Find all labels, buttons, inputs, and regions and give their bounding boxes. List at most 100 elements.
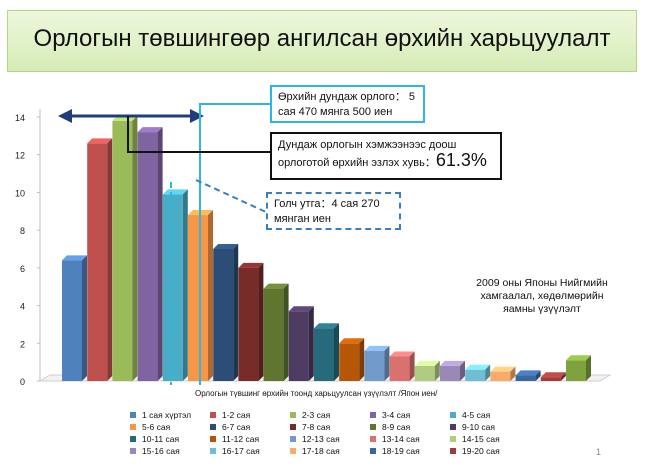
- bar-top: [213, 244, 239, 249]
- legend-swatch: [290, 411, 296, 418]
- legend-item: 8-9 сая: [370, 421, 450, 432]
- bar-top: [440, 360, 465, 366]
- page-number: 1: [596, 447, 602, 457]
- average-income-callout: Өрхийн дундаж орлого： 5 сая 470 мянга 50…: [270, 85, 425, 123]
- page-title: Орлогын төвшингөөр ангилсан өрхийн харьц…: [33, 25, 611, 52]
- legend-item: 13-14 сая: [370, 433, 450, 444]
- y-tick-label: 6: [20, 264, 25, 274]
- bar-top: [566, 355, 591, 361]
- legend-label: 6-7 сая: [222, 421, 251, 432]
- legend-swatch: [290, 447, 296, 454]
- legend-swatch: [450, 435, 456, 442]
- title-banner: Орлогын төвшингөөр ангилсан өрхийн харьц…: [7, 10, 637, 72]
- bar: [389, 351, 415, 381]
- bar: [465, 364, 491, 381]
- bar-front: [515, 375, 536, 381]
- legend-item: 18-19 сая: [370, 445, 450, 456]
- bar-front: [339, 343, 360, 381]
- legend-label: 8-9 сая: [382, 421, 411, 432]
- legend-item: 4-5 сая: [450, 409, 530, 420]
- legend-swatch: [210, 411, 216, 418]
- bar-side: [308, 306, 314, 381]
- bar-top: [414, 360, 440, 366]
- legend-label: 5-6 сая: [142, 421, 171, 432]
- legend-swatch: [130, 447, 136, 454]
- bar-side: [460, 360, 465, 381]
- bar-side: [359, 338, 365, 381]
- bar-side: [208, 210, 213, 381]
- bar-side: [384, 345, 390, 381]
- bar-top: [288, 306, 314, 312]
- bar-top: [364, 345, 390, 351]
- legend-swatch: [210, 435, 216, 442]
- legend-label: 13-14 сая: [382, 433, 420, 444]
- chart-bars: [62, 115, 591, 382]
- bar-front: [314, 328, 334, 381]
- bar-side: [157, 127, 163, 381]
- bar: [566, 355, 591, 381]
- legend-label: 10-11 сая: [142, 433, 180, 444]
- bar-side: [132, 115, 138, 382]
- chart-legend: 1 сая хүртэл 1-2 сая 2-3 сая 3-4 сая 4-5 сая…: [130, 409, 550, 456]
- arrow-head-left: [58, 109, 72, 123]
- median-connector: [195, 179, 267, 213]
- bar: [364, 345, 390, 381]
- legend-item: 1 сая хүртэл: [130, 409, 210, 420]
- median-text: Голч утга：4 сая 270 мянган иен: [274, 198, 380, 225]
- legend-swatch: [210, 423, 216, 430]
- arrow-head-right: [190, 109, 204, 123]
- bar: [440, 360, 465, 381]
- x-axis-label: Орлогын түвшинг өрхийн тоонд харьцуулсан…: [195, 389, 438, 398]
- legend-item: 12-13 сая: [290, 433, 370, 444]
- legend-label: 3-4 сая: [382, 409, 411, 420]
- y-tick-label: 2: [20, 339, 25, 349]
- bar-front: [112, 120, 133, 382]
- bar-side: [434, 360, 440, 381]
- bar-front: [213, 249, 234, 381]
- bar-front: [364, 350, 385, 381]
- bar: [62, 255, 87, 381]
- legend-swatch: [450, 447, 456, 454]
- legend-swatch: [370, 447, 376, 454]
- bar-side: [334, 323, 339, 381]
- legend-item: 2-3 сая: [290, 409, 370, 420]
- bar-front: [566, 360, 586, 381]
- bar-side: [82, 255, 87, 381]
- bar-front: [137, 132, 158, 381]
- bar-top: [339, 338, 365, 344]
- bar-front: [465, 369, 486, 381]
- legend-label: 14-15 сая: [462, 433, 500, 444]
- bar-side: [535, 370, 541, 381]
- legend-swatch: [450, 411, 456, 418]
- legend-swatch: [450, 423, 456, 430]
- bar: [540, 372, 566, 381]
- bar-top: [515, 370, 541, 376]
- bar: [238, 262, 264, 381]
- bar-front: [263, 288, 284, 381]
- bar-side: [283, 283, 289, 381]
- bar-top: [465, 364, 491, 370]
- legend-item: 3-4 сая: [370, 409, 450, 420]
- below-average-connector: [127, 116, 270, 153]
- bar-front: [490, 371, 511, 381]
- bar-front: [238, 267, 259, 381]
- below-average-text: Дундаж орлогын хэмжээнээс доош орлоготой…: [278, 139, 457, 169]
- bar: [314, 323, 339, 381]
- bar-side: [409, 351, 415, 381]
- legend-item: 6-7 сая: [210, 421, 290, 432]
- legend-label: 1-2 сая: [222, 409, 251, 420]
- legend-swatch: [370, 435, 376, 442]
- bar: [112, 115, 138, 382]
- bar-front: [62, 260, 82, 381]
- bar-side: [560, 372, 566, 381]
- bar-side: [510, 366, 516, 381]
- bar: [263, 283, 289, 381]
- legend-item: 1-2 сая: [210, 409, 290, 420]
- legend-item: 16-17 сая: [210, 445, 290, 456]
- bar: [213, 244, 239, 381]
- legend-item: 7-8 сая: [290, 421, 370, 432]
- legend-item: 19-20 сая: [450, 445, 530, 456]
- y-tick-label: 4: [20, 302, 25, 312]
- bar-front: [87, 143, 108, 381]
